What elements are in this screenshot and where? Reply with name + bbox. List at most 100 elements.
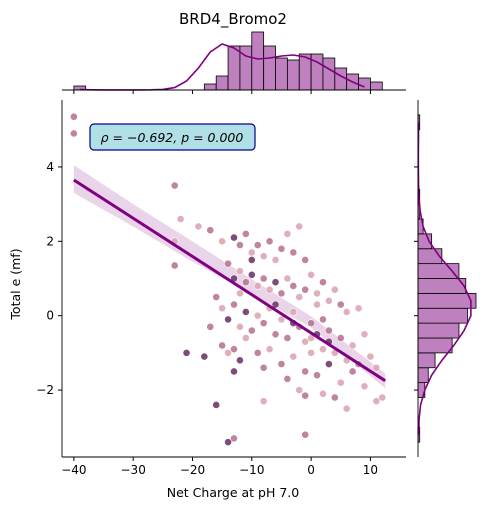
marginal-x-bar xyxy=(276,58,288,90)
scatter-point xyxy=(284,275,291,282)
scatter-point xyxy=(248,256,255,263)
scatter-point xyxy=(290,282,297,289)
scatter-point xyxy=(242,279,249,286)
scatter-point xyxy=(302,256,309,263)
marginal-histogram-x xyxy=(74,32,382,90)
scatter-point xyxy=(308,320,315,327)
scatter-point xyxy=(284,375,291,382)
scatter-point xyxy=(331,394,338,401)
x-tick-label: 10 xyxy=(363,463,378,477)
marginal-histogram-y xyxy=(418,115,476,442)
scatter-point xyxy=(70,130,77,137)
marginal-x-bar xyxy=(335,68,347,90)
y-tick-label: 2 xyxy=(46,234,54,248)
scatter-point xyxy=(284,230,291,237)
scatter-point xyxy=(337,301,344,308)
marginal-x-bar xyxy=(216,76,228,90)
y-tick-label: −2 xyxy=(36,383,54,397)
scatter-point xyxy=(331,286,338,293)
marginal-x-bar xyxy=(287,60,299,90)
scatter-point xyxy=(308,349,315,356)
scatter-point xyxy=(254,241,261,248)
scatter-point xyxy=(325,327,332,334)
x-tick-label: −10 xyxy=(239,463,264,477)
marginal-y-bar xyxy=(418,279,466,294)
marginal-x-bar xyxy=(204,84,216,90)
chart-title: BRD4_Bromo2 xyxy=(179,10,287,29)
x-tick-label: −40 xyxy=(61,463,86,477)
y-tick-label: 4 xyxy=(46,160,54,174)
scatter-point xyxy=(207,227,214,234)
scatter-point xyxy=(325,297,332,304)
scatter-point xyxy=(219,238,226,245)
marginal-y-bar xyxy=(418,368,428,383)
scatter-point xyxy=(319,346,326,353)
marginal-x-bar xyxy=(359,78,371,90)
scatter-point xyxy=(248,249,255,256)
scatter-point xyxy=(272,256,279,263)
x-tick-label: 0 xyxy=(307,463,315,477)
x-tick-label: −20 xyxy=(180,463,205,477)
scatter-point xyxy=(313,372,320,379)
marginal-y-bar xyxy=(418,308,467,323)
marginal-y-bar xyxy=(418,338,452,353)
scatter-point xyxy=(254,282,261,289)
scatter-point xyxy=(230,301,237,308)
scatter-point xyxy=(296,386,303,393)
marginal-y-bar xyxy=(418,249,442,264)
scatter-point xyxy=(349,342,356,349)
scatter-point xyxy=(272,331,279,338)
scatter-point xyxy=(337,334,344,341)
scatter-point xyxy=(266,346,273,353)
scatter-point xyxy=(296,223,303,230)
scatter-point xyxy=(302,392,309,399)
scatter-point xyxy=(183,349,190,356)
scatter-point xyxy=(290,308,297,315)
scatter-point xyxy=(219,305,226,312)
scatter-point xyxy=(224,439,231,446)
scatter-point xyxy=(290,249,297,256)
x-tick-label: −30 xyxy=(121,463,146,477)
scatter-point xyxy=(266,286,273,293)
scatter-point xyxy=(254,349,261,356)
scatter-point xyxy=(379,394,386,401)
scatter-point xyxy=(224,260,231,267)
scatter-point xyxy=(236,241,243,248)
scatter-point xyxy=(284,334,291,341)
scatter-point xyxy=(296,293,303,300)
scatter-point xyxy=(260,320,267,327)
scatter-point xyxy=(207,323,214,330)
scatter-point xyxy=(373,364,380,371)
scatter-point xyxy=(171,182,178,189)
scatter-point xyxy=(230,346,237,353)
marginal-x-bar xyxy=(252,32,264,90)
scatter-point xyxy=(230,234,237,241)
scatter-point xyxy=(230,368,237,375)
scatter-point xyxy=(308,271,315,278)
scatter-point xyxy=(177,215,184,222)
scatter-point xyxy=(355,305,362,312)
scatter-point xyxy=(266,238,273,245)
scatter-point xyxy=(260,275,267,282)
scatter-point xyxy=(242,334,249,341)
y-axis-label: Total e (mf) xyxy=(8,248,23,320)
scatter-point xyxy=(349,368,356,375)
scatter-point xyxy=(337,379,344,386)
y-tick-label: 0 xyxy=(46,309,54,323)
scatter-point xyxy=(254,312,261,319)
x-axis-label: Net Charge at pH 7.0 xyxy=(167,485,300,500)
scatter-point xyxy=(272,279,279,286)
scatter-point xyxy=(278,360,285,367)
scatter-point xyxy=(302,286,309,293)
scatter-point xyxy=(290,353,297,360)
scatter-point xyxy=(361,331,368,338)
scatter-point xyxy=(278,245,285,252)
scatter-point xyxy=(213,401,220,408)
correlation-annotation: ρ = −0.692, p = 0.000 xyxy=(101,130,244,145)
scatter-point xyxy=(224,316,231,323)
scatter-point xyxy=(242,308,249,315)
scatter-point xyxy=(236,357,243,364)
scatter-point xyxy=(236,323,243,330)
scatter-point xyxy=(70,113,77,120)
scatter-point xyxy=(361,383,368,390)
